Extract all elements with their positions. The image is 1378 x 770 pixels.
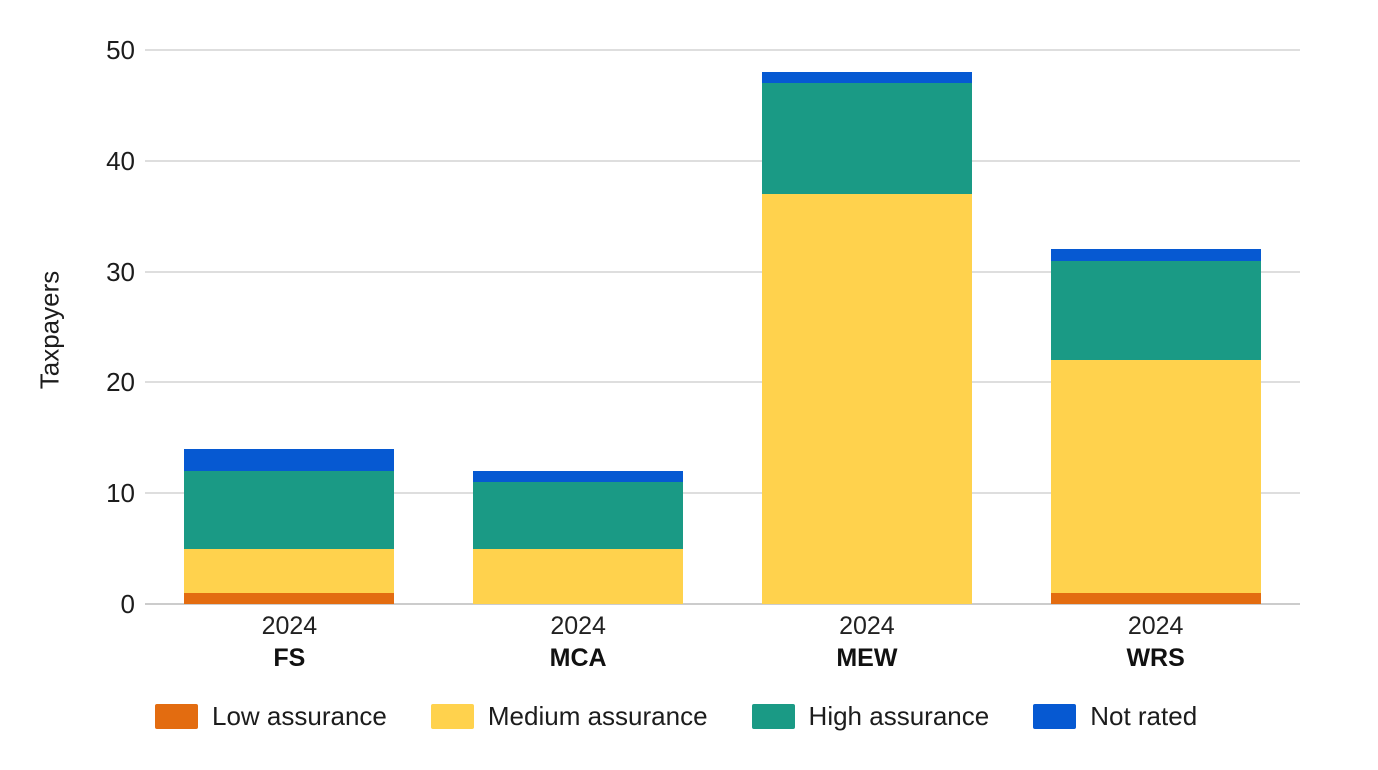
bar-segment — [1050, 360, 1261, 593]
bar-segment — [184, 592, 395, 604]
bar-segment — [1050, 260, 1261, 361]
legend-swatch — [751, 704, 795, 729]
gridline — [145, 159, 1300, 162]
bar-segment — [473, 471, 684, 483]
y-tick-label: 10 — [106, 478, 135, 509]
gridline — [145, 49, 1300, 51]
bar-segment — [184, 471, 395, 549]
legend-swatch — [155, 704, 198, 729]
x-axis-year-label: 2024 — [550, 612, 606, 640]
legend-label: Medium assurance — [487, 701, 708, 731]
y-tick-label: 20 — [106, 367, 135, 398]
bar-mew — [761, 72, 972, 604]
legend-item-medium-assurance: Medium assurance — [430, 701, 708, 732]
x-axis-year-label: 2024 — [261, 612, 318, 640]
legend-label: High assurance — [808, 701, 990, 731]
bar-segment — [761, 194, 972, 604]
legend-item-high-assurance: High assurance — [751, 701, 990, 732]
bar-segment — [184, 548, 395, 593]
plot-area — [145, 49, 1300, 605]
legend-label: Not rated — [1090, 701, 1198, 731]
x-axis-group-label: 2024 WRS — [1011, 612, 1300, 672]
chart-legend: Low assurance Medium assurance High assura… — [155, 701, 1197, 732]
x-axis-year-label: 2024 — [1127, 612, 1184, 640]
bar-segment — [473, 548, 684, 604]
legend-item-not-rated: Not rated — [1033, 701, 1197, 732]
x-axis-group-label: 2024 MCA — [434, 612, 723, 672]
y-tick-label: 40 — [106, 145, 135, 176]
y-tick-label: 0 — [120, 589, 135, 619]
bar-segment — [184, 448, 395, 472]
gridline — [145, 270, 1300, 273]
bar-wrs — [1050, 249, 1261, 604]
y-tick-label: 30 — [106, 256, 135, 287]
legend-item-low-assurance: Low assurance — [155, 701, 387, 732]
bar-segment — [1050, 249, 1261, 261]
bar-mca — [473, 471, 684, 604]
bar-segment — [473, 482, 684, 549]
bar-fs — [184, 448, 395, 604]
bar-segment — [761, 83, 972, 195]
bar-segment — [761, 72, 972, 84]
legend-swatch — [430, 704, 474, 729]
x-axis-group-label: 2024 MEW — [723, 612, 1012, 672]
x-axis-category-label: MEW — [836, 644, 898, 672]
x-axis-category-label: FS — [273, 644, 306, 672]
x-axis-year-label: 2024 — [839, 612, 895, 640]
x-axis-category-label: MCA — [549, 644, 607, 672]
gridline — [145, 492, 1300, 495]
gridline — [145, 381, 1300, 384]
y-tick-label: 50 — [106, 35, 135, 65]
x-axis-group-label: 2024 FS — [145, 612, 434, 672]
x-axis-category-label: WRS — [1126, 644, 1185, 672]
x-axis-line — [145, 603, 1300, 605]
bar-segment — [1050, 592, 1261, 604]
legend-label: Low assurance — [212, 701, 387, 731]
legend-swatch — [1033, 704, 1077, 729]
